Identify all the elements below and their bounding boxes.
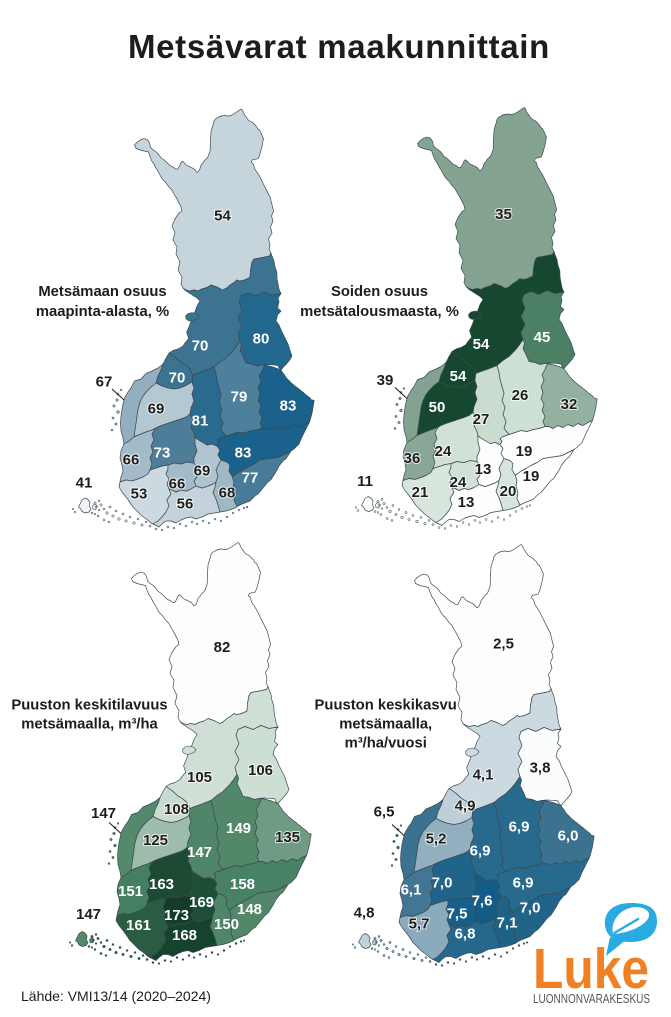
svg-text:105: 105 [187,769,212,786]
svg-text:161: 161 [126,917,151,934]
svg-text:41: 41 [76,475,93,492]
svg-text:83: 83 [280,398,297,415]
svg-text:11: 11 [357,473,373,490]
svg-text:7,0: 7,0 [432,875,453,892]
svg-text:m³/ha/vuosi: m³/ha/vuosi [345,736,427,752]
svg-text:54: 54 [473,336,490,353]
svg-text:Metsämaan osuus: Metsämaan osuus [38,284,166,300]
svg-text:70: 70 [169,370,186,387]
svg-text:27: 27 [473,411,490,428]
svg-text:Puuston keskikasvu: Puuston keskikasvu [315,698,457,714]
svg-text:108: 108 [164,801,189,818]
svg-text:3,8: 3,8 [530,760,551,777]
svg-text:151: 151 [118,883,143,900]
svg-text:6,9: 6,9 [509,819,530,836]
svg-text:77: 77 [242,470,259,487]
svg-text:6,0: 6,0 [558,828,579,845]
svg-text:6,9: 6,9 [470,843,491,860]
svg-text:5,7: 5,7 [409,916,430,933]
svg-text:6,5: 6,5 [374,804,395,821]
svg-text:6,1: 6,1 [401,882,422,899]
svg-text:69: 69 [194,463,211,480]
svg-text:168: 168 [172,927,197,944]
svg-text:6,8: 6,8 [455,926,476,943]
svg-text:4,8: 4,8 [354,905,375,922]
svg-text:135: 135 [275,829,300,846]
svg-text:36: 36 [404,450,421,467]
svg-text:7,1: 7,1 [497,915,518,932]
svg-text:73: 73 [154,445,171,462]
svg-text:7,5: 7,5 [447,906,468,923]
svg-text:54: 54 [214,208,231,225]
svg-text:53: 53 [131,486,148,503]
svg-text:147: 147 [76,906,101,923]
svg-text:158: 158 [230,876,255,893]
svg-text:67: 67 [96,374,113,391]
svg-text:82: 82 [214,639,231,656]
svg-text:metsätalousmaasta, %: metsätalousmaasta, % [300,304,459,320]
svg-text:69: 69 [148,401,165,418]
svg-text:metsämaalla,: metsämaalla, [339,717,432,733]
svg-text:66: 66 [123,452,140,469]
svg-text:13: 13 [475,461,492,478]
svg-text:66: 66 [169,476,186,493]
svg-text:26: 26 [512,387,529,404]
svg-text:Metsävarat maakunnittain: Metsävarat maakunnittain [128,28,550,65]
svg-text:169: 169 [189,894,214,911]
svg-text:21: 21 [412,484,429,501]
svg-text:147: 147 [187,844,212,861]
svg-text:148: 148 [237,901,262,918]
svg-text:5,2: 5,2 [426,831,447,848]
svg-text:54: 54 [450,368,467,385]
svg-text:35: 35 [495,206,512,223]
svg-text:81: 81 [192,413,209,430]
svg-text:19: 19 [523,468,540,485]
svg-text:19: 19 [516,443,533,460]
svg-text:7,6: 7,6 [472,893,493,910]
svg-text:83: 83 [235,445,252,462]
svg-text:125: 125 [143,832,168,849]
svg-text:149: 149 [226,820,251,837]
svg-text:173: 173 [164,907,189,924]
svg-text:4,9: 4,9 [455,798,476,815]
svg-text:45: 45 [534,329,551,346]
svg-text:68: 68 [219,485,236,502]
svg-text:2,5: 2,5 [493,636,514,653]
svg-text:Lähde: VMI13/14 (2020–2024): Lähde: VMI13/14 (2020–2024) [21,988,211,1004]
svg-text:147: 147 [91,805,116,822]
svg-text:Puuston keskitilavuus: Puuston keskitilavuus [11,698,167,714]
svg-text:106: 106 [248,762,273,779]
svg-text:24: 24 [450,474,467,491]
svg-text:150: 150 [214,916,239,933]
svg-text:163: 163 [149,876,174,893]
svg-text:6,9: 6,9 [513,875,534,892]
svg-text:20: 20 [500,483,517,500]
svg-text:80: 80 [253,331,270,348]
svg-text:39: 39 [377,372,394,389]
svg-text:maapinta-alasta, %: maapinta-alasta, % [36,304,169,320]
svg-text:4,1: 4,1 [473,767,494,784]
svg-text:50: 50 [429,399,446,416]
svg-text:7,0: 7,0 [520,900,541,917]
svg-text:13: 13 [458,494,475,511]
svg-text:Luke: Luke [533,937,649,1001]
svg-text:Soiden osuus: Soiden osuus [331,284,428,300]
svg-text:LUONNONVARAKESKUS: LUONNONVARAKESKUS [533,991,650,1006]
svg-text:32: 32 [561,396,578,413]
svg-text:70: 70 [192,338,209,355]
svg-text:metsämaalla, m³/ha: metsämaalla, m³/ha [21,717,158,733]
svg-text:24: 24 [435,443,452,460]
svg-text:79: 79 [231,389,248,406]
svg-text:56: 56 [177,496,194,513]
